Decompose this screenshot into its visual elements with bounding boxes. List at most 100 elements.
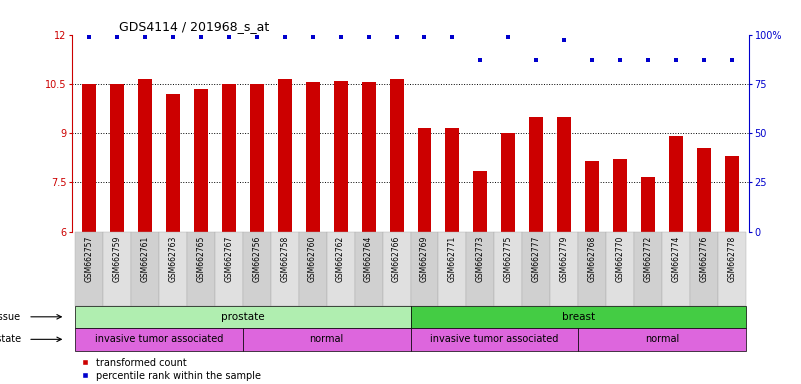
Bar bbox=[578, 232, 606, 306]
Bar bbox=[634, 232, 662, 306]
Bar bbox=[299, 232, 327, 306]
Bar bbox=[725, 156, 739, 232]
Point bbox=[502, 33, 515, 40]
Bar bbox=[557, 117, 571, 232]
Bar bbox=[389, 79, 404, 232]
Bar bbox=[383, 232, 410, 306]
Bar bbox=[494, 232, 522, 306]
Bar bbox=[501, 133, 515, 232]
Bar bbox=[550, 232, 578, 306]
Bar bbox=[445, 128, 460, 232]
Text: GSM662758: GSM662758 bbox=[280, 235, 289, 281]
Bar bbox=[250, 84, 264, 232]
Point bbox=[614, 57, 626, 63]
Point bbox=[726, 57, 739, 63]
Text: GSM662774: GSM662774 bbox=[672, 235, 681, 282]
Text: breast: breast bbox=[562, 312, 595, 322]
Text: GDS4114 / 201968_s_at: GDS4114 / 201968_s_at bbox=[119, 20, 270, 33]
Point bbox=[642, 57, 654, 63]
Text: GSM662761: GSM662761 bbox=[140, 235, 149, 281]
Point bbox=[223, 33, 235, 40]
Text: GSM662762: GSM662762 bbox=[336, 235, 345, 281]
Point bbox=[474, 57, 487, 63]
Text: normal: normal bbox=[309, 334, 344, 344]
Bar bbox=[578, 328, 747, 351]
Text: GSM662777: GSM662777 bbox=[532, 235, 541, 282]
Bar bbox=[138, 79, 152, 232]
Point bbox=[334, 33, 347, 40]
Point bbox=[111, 33, 123, 40]
Point bbox=[446, 33, 459, 40]
Bar bbox=[333, 81, 348, 232]
Text: GSM662759: GSM662759 bbox=[112, 235, 121, 282]
Bar bbox=[110, 84, 124, 232]
Text: GSM662771: GSM662771 bbox=[448, 235, 457, 281]
Point bbox=[83, 33, 95, 40]
Bar bbox=[82, 84, 96, 232]
Bar bbox=[410, 306, 747, 328]
Text: GSM662772: GSM662772 bbox=[644, 235, 653, 281]
Bar bbox=[466, 232, 494, 306]
Text: prostate: prostate bbox=[221, 312, 264, 322]
Text: GSM662767: GSM662767 bbox=[224, 235, 233, 282]
Point bbox=[418, 33, 431, 40]
Text: GSM662763: GSM662763 bbox=[168, 235, 177, 282]
Text: GSM662764: GSM662764 bbox=[364, 235, 373, 282]
Bar bbox=[278, 79, 292, 232]
Bar bbox=[361, 82, 376, 232]
Text: GSM662770: GSM662770 bbox=[616, 235, 625, 282]
Text: GSM662766: GSM662766 bbox=[392, 235, 401, 282]
Point bbox=[195, 33, 207, 40]
Point bbox=[558, 37, 571, 43]
Bar bbox=[410, 328, 578, 351]
Bar bbox=[473, 171, 488, 232]
Text: tissue: tissue bbox=[0, 312, 22, 322]
Bar bbox=[74, 306, 410, 328]
Point bbox=[390, 33, 403, 40]
Point bbox=[586, 57, 598, 63]
Bar bbox=[159, 232, 187, 306]
Point bbox=[139, 33, 151, 40]
Bar bbox=[642, 177, 655, 232]
Text: normal: normal bbox=[645, 334, 679, 344]
Bar bbox=[215, 232, 243, 306]
Text: invasive tumor associated: invasive tumor associated bbox=[95, 334, 223, 344]
Bar bbox=[166, 94, 179, 232]
Bar bbox=[194, 89, 207, 232]
Bar bbox=[614, 159, 627, 232]
Bar bbox=[417, 128, 432, 232]
Bar bbox=[306, 82, 320, 232]
Bar bbox=[243, 232, 271, 306]
Text: invasive tumor associated: invasive tumor associated bbox=[430, 334, 558, 344]
Bar bbox=[438, 232, 466, 306]
Text: GSM662769: GSM662769 bbox=[420, 235, 429, 282]
Text: GSM662765: GSM662765 bbox=[196, 235, 205, 282]
Bar bbox=[606, 232, 634, 306]
Text: GSM662756: GSM662756 bbox=[252, 235, 261, 282]
Point bbox=[698, 57, 710, 63]
Text: GSM662757: GSM662757 bbox=[84, 235, 94, 282]
Bar bbox=[271, 232, 299, 306]
Bar bbox=[222, 84, 235, 232]
Bar bbox=[103, 232, 131, 306]
Point bbox=[530, 57, 543, 63]
Text: GSM662775: GSM662775 bbox=[504, 235, 513, 282]
Text: GSM662760: GSM662760 bbox=[308, 235, 317, 282]
Bar bbox=[697, 148, 711, 232]
Bar bbox=[410, 232, 438, 306]
Legend: transformed count, percentile rank within the sample: transformed count, percentile rank withi… bbox=[77, 354, 265, 384]
Point bbox=[250, 33, 263, 40]
Text: disease state: disease state bbox=[0, 334, 22, 344]
Text: GSM662776: GSM662776 bbox=[700, 235, 709, 282]
Bar bbox=[187, 232, 215, 306]
Point bbox=[306, 33, 319, 40]
Point bbox=[278, 33, 291, 40]
Bar bbox=[718, 232, 747, 306]
Text: GSM662779: GSM662779 bbox=[560, 235, 569, 282]
Bar bbox=[243, 328, 410, 351]
Bar bbox=[586, 161, 599, 232]
Bar bbox=[522, 232, 550, 306]
Text: GSM662778: GSM662778 bbox=[727, 235, 737, 281]
Bar bbox=[131, 232, 159, 306]
Bar bbox=[662, 232, 690, 306]
